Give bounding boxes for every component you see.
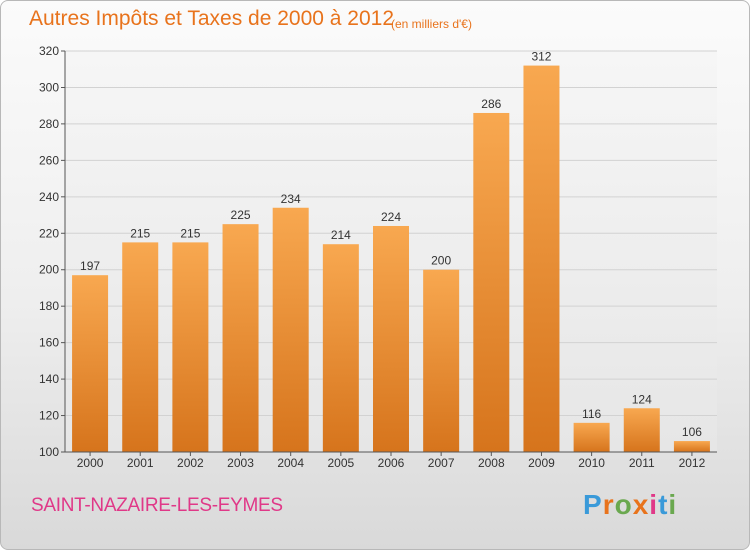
logo-letter: r — [602, 489, 615, 520]
x-tick-label-2006: 2006 — [378, 456, 405, 470]
x-tick-label-2008: 2008 — [478, 456, 505, 470]
x-tick-label-2003: 2003 — [227, 456, 254, 470]
logo-letter: x — [632, 489, 650, 520]
x-tick-label-2002: 2002 — [177, 456, 204, 470]
bar-2002 — [172, 242, 209, 452]
y-tick-label-220: 220 — [39, 226, 59, 240]
logo-letter: i — [668, 489, 678, 520]
y-tick-label-180: 180 — [39, 299, 59, 313]
y-tick-label-160: 160 — [39, 336, 59, 350]
x-tick-label-2000: 2000 — [77, 456, 104, 470]
bar-2004 — [272, 207, 309, 452]
x-tick-label-2009: 2009 — [528, 456, 555, 470]
value-label-2009: 312 — [531, 50, 551, 64]
x-tick-label-2007: 2007 — [428, 456, 455, 470]
value-label-2011: 124 — [632, 392, 652, 406]
chart-subtitle: (en milliers d'€) — [391, 17, 472, 31]
bar-2001 — [122, 242, 159, 452]
y-tick-label-260: 260 — [39, 153, 59, 167]
logo-letter: t — [658, 489, 669, 520]
logo-letter: i — [649, 489, 659, 520]
proxiti-logo: Proxiti — [583, 489, 677, 521]
x-tick-label-2011: 2011 — [629, 456, 655, 470]
value-label-2000: 197 — [80, 259, 100, 273]
y-tick-label-120: 120 — [39, 409, 59, 423]
bar-2006 — [373, 225, 409, 452]
axis-layer: 100 120 140 160 180 200 220 240 260 280 300 320 2000… — [39, 44, 717, 470]
value-label-2002: 215 — [180, 226, 200, 240]
y-tick-label-300: 300 — [39, 80, 59, 94]
bar-2011 — [623, 408, 660, 452]
x-tick-label-2001: 2001 — [127, 456, 154, 470]
y-tick-label-140: 140 — [39, 372, 59, 386]
value-label-2012: 106 — [682, 425, 702, 439]
value-label-2007: 200 — [431, 254, 451, 268]
value-label-2008: 286 — [481, 97, 501, 111]
value-label-2003: 225 — [231, 208, 251, 222]
y-tick-label-240: 240 — [39, 190, 59, 204]
commune-name: SAINT-NAZAIRE-LES-EYMES — [31, 495, 283, 516]
x-tick-label-2010: 2010 — [578, 456, 605, 470]
logo-letter: o — [614, 489, 633, 520]
y-tick-label-320: 320 — [39, 44, 59, 58]
bar-2007 — [423, 269, 460, 452]
x-tick-label-2012: 2012 — [679, 456, 706, 470]
value-label-2006: 224 — [381, 210, 401, 224]
x-tick-label-2005: 2005 — [327, 456, 354, 470]
y-tick-label-100: 100 — [39, 445, 59, 459]
bar-2009 — [523, 65, 560, 452]
chart-title: Autres Impôts et Taxes de 2000 à 2012 — [29, 7, 395, 30]
bar-2008 — [473, 112, 510, 453]
bar-layer: 197 215 215 225 234 214 224 200 286 312 116 124 106 — [72, 50, 710, 453]
logo-letter: P — [583, 489, 603, 520]
value-label-2004: 234 — [281, 192, 301, 206]
bar-2012 — [673, 441, 710, 452]
bar-2010 — [573, 422, 610, 452]
value-label-2001: 215 — [130, 226, 150, 240]
x-tick-label-2004: 2004 — [277, 456, 304, 470]
bar-2003 — [222, 224, 259, 452]
y-tick-label-280: 280 — [39, 117, 59, 131]
bar-2005 — [322, 244, 359, 452]
value-label-2010: 116 — [582, 407, 601, 421]
y-tick-label-200: 200 — [39, 263, 59, 277]
bar-2000 — [72, 275, 109, 452]
value-label-2005: 214 — [331, 228, 351, 242]
